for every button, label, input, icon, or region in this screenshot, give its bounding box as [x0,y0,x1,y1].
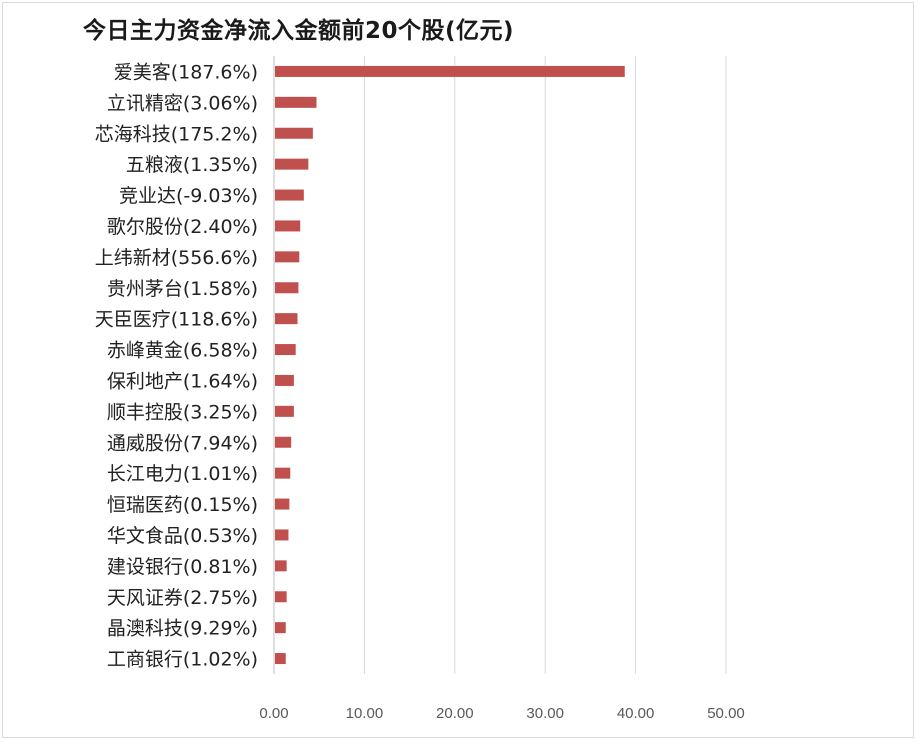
category-label: 工商银行(1.02%) [107,649,258,671]
category-label: 天臣医疗(118.6%) [95,309,258,331]
x-tick-label: 10.00 [346,705,384,722]
x-tick-label: 20.00 [436,705,474,722]
category-label: 贵州茅台(1.58%) [107,278,258,300]
bar [275,591,287,603]
bar [275,282,299,294]
category-label: 晶澳科技(9.29%) [107,618,258,640]
category-label: 恒瑞医药(0.15%) [107,494,258,516]
category-label: 爱美客(187.6%) [114,61,258,83]
bar [275,529,289,541]
bar [275,96,317,108]
chart-title: 今日主力资金净流入金额前20个股(亿元) [83,18,515,44]
grid-layer [273,56,727,674]
bar [275,653,286,665]
category-label: 天风证券(2.75%) [107,587,258,609]
bar [275,560,287,572]
x-axis-tick-labels: 0.00 10.00 20.00 30.00 40.00 50.00 [259,705,744,722]
bar [275,158,309,170]
bar-chart: 爱美客(187.6%) 立讯精密(3.06%) 芯海科技(175.2%) 五粮液(1.… [95,56,745,722]
category-label: 通威股份(7.94%) [107,432,258,454]
bar [275,65,625,77]
category-labels: 爱美客(187.6%) 立讯精密(3.06%) 芯海科技(175.2%) 五粮液(1.… [95,61,258,670]
bar-layer [275,65,625,665]
category-label: 华文食品(0.53%) [107,525,258,547]
category-label: 建设银行(0.81%) [107,556,258,578]
category-label: 竞业达(-9.03%) [119,185,258,207]
x-tick-label: 40.00 [617,705,655,722]
category-label: 五粮液(1.35%) [126,154,258,176]
bar [275,467,291,479]
bar [275,498,290,510]
bar [275,436,292,448]
bar [275,127,313,139]
bar [275,189,304,201]
bar [275,374,294,386]
x-tick-label: 30.00 [526,705,564,722]
bar [275,344,296,356]
bar [275,313,298,325]
category-label: 芯海科技(175.2%) [95,123,258,145]
category-label: 保利地产(1.64%) [107,370,258,392]
bar [275,622,286,634]
category-label: 上纬新材(556.6%) [95,247,258,269]
bar [275,405,294,417]
x-tick-label: 0.00 [259,705,288,722]
x-tick-label: 50.00 [707,705,745,722]
bar [275,251,300,263]
bar [275,220,301,232]
category-label: 长江电力(1.01%) [107,463,258,485]
category-label: 歌尔股份(2.40%) [107,216,258,238]
category-label: 顺丰控股(3.25%) [107,401,258,423]
category-label: 立讯精密(3.06%) [107,92,258,114]
category-label: 赤峰黄金(6.58%) [107,340,258,362]
